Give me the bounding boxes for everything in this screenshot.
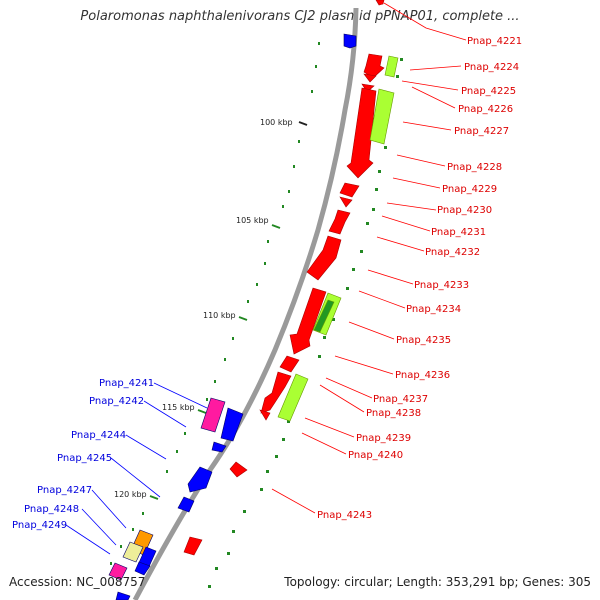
- gene-label[interactable]: Pnap_4237: [373, 394, 428, 405]
- left-gene-labels: Pnap_4241 Pnap_4242 Pnap_4244 Pnap_4245 …: [12, 378, 154, 531]
- right-gene-labels: Pnap_4221 Pnap_4224 Pnap_4225 Pnap_4226 …: [317, 36, 522, 521]
- gene-label[interactable]: Pnap_4239: [356, 433, 411, 444]
- gene-arrow-pnap-4241: [200, 397, 226, 433]
- gene-arrow-unlabeled: [183, 536, 203, 556]
- lime-feature-4227: [369, 88, 395, 145]
- gene-label[interactable]: Pnap_4244: [71, 430, 126, 441]
- gene-label[interactable]: Pnap_4232: [425, 247, 480, 258]
- map-title: Polaromonas naphthalenivorans CJ2 plasmi…: [80, 9, 520, 24]
- tick-label: 110 kbp: [203, 311, 236, 320]
- secondary-strand-features: [277, 55, 399, 422]
- tick-mark: [238, 316, 248, 321]
- gene-label[interactable]: Pnap_4249: [12, 520, 67, 531]
- tick-label: 105 kbp: [236, 216, 269, 225]
- gene-label[interactable]: Pnap_4230: [437, 205, 492, 216]
- gene-arrow-pnap-4229: [339, 196, 353, 208]
- gene-label[interactable]: Pnap_4233: [414, 280, 469, 291]
- tick-mark: [197, 409, 207, 414]
- gene-arrow-pnap-4232: [306, 235, 342, 281]
- gene-arrow-pnap-4226: [361, 83, 375, 93]
- gene-arrow-pnap-4242: [220, 407, 244, 442]
- gene-label[interactable]: Pnap_4247: [37, 485, 92, 496]
- reverse-strand-features: [108, 33, 357, 600]
- gene-arrow-pnap-4221: [375, 0, 385, 6]
- gene-arrow-pnap-4245: [177, 496, 195, 513]
- gene-label[interactable]: Pnap_4238: [366, 408, 421, 419]
- gene-label[interactable]: Pnap_4231: [431, 227, 486, 238]
- summary-text: Topology: circular; Length: 353,291 bp; …: [284, 575, 591, 589]
- gene-label[interactable]: Pnap_4226: [458, 104, 513, 115]
- gene-label[interactable]: Pnap_4229: [442, 184, 497, 195]
- accession-text: Accession: NC_008757: [9, 575, 146, 589]
- kbp-ticks: 100 kbp 105 kbp 110 kbp 115 kbp 120 kbp: [114, 118, 308, 500]
- right-leader-lines: [271, 2, 467, 514]
- gene-arrow-magenta-bottom: [108, 562, 128, 581]
- gene-label[interactable]: Pnap_4234: [406, 304, 461, 315]
- tick-label: 120 kbp: [114, 490, 147, 499]
- gene-arrow-pnap-4224: [363, 53, 385, 79]
- forward-strand-features: [183, 0, 385, 556]
- gc-track-inner: [110, 42, 320, 565]
- gene-arrow-blue-bottom: [115, 591, 131, 600]
- gene-label[interactable]: Pnap_4221: [467, 36, 522, 47]
- gene-label[interactable]: Pnap_4245: [57, 453, 112, 464]
- gene-arrow-pnap-4249b: [134, 561, 151, 576]
- gene-arrow-pnap-4240: [259, 409, 271, 421]
- gene-arrow-pnap-4238: [260, 371, 292, 414]
- gene-arrow-pnap-4244: [187, 466, 213, 493]
- gene-arrow-pnap-4248: [122, 541, 144, 563]
- green-feature-4235-inner: [313, 299, 335, 333]
- gene-label[interactable]: Pnap_4225: [461, 86, 516, 97]
- gene-arrow-pnap-4227: [346, 87, 377, 179]
- gene-arrow-pnap-4225: [363, 73, 377, 83]
- gene-label[interactable]: Pnap_4240: [348, 450, 403, 461]
- gene-arrow-pnap-4243: [229, 461, 248, 478]
- gene-label[interactable]: Pnap_4248: [24, 504, 79, 515]
- gene-label[interactable]: Pnap_4242: [89, 396, 144, 407]
- gene-arrow-pnap-4242b: [211, 441, 227, 453]
- lime-feature-4239: [277, 373, 309, 422]
- gene-arrow-top-blue: [343, 33, 357, 49]
- tick-mark: [149, 495, 159, 500]
- gene-label[interactable]: Pnap_4235: [396, 335, 451, 346]
- lime-feature-4224: [384, 55, 399, 78]
- tick-mark: [271, 224, 281, 229]
- gene-label[interactable]: Pnap_4243: [317, 510, 372, 521]
- gene-arrow-pnap-4230: [328, 209, 351, 235]
- gene-arrow-pnap-4234: [289, 287, 327, 355]
- gene-label[interactable]: Pnap_4227: [454, 126, 509, 137]
- gene-arrow-pnap-4236: [279, 355, 300, 373]
- gc-track-outer: [208, 58, 403, 588]
- left-leader-lines: [65, 382, 208, 555]
- gene-arrow-pnap-4228: [339, 182, 360, 198]
- tick-label: 115 kbp: [162, 403, 195, 412]
- gene-label[interactable]: Pnap_4228: [447, 162, 502, 173]
- tick-label: 100 kbp: [260, 118, 293, 127]
- gene-label[interactable]: Pnap_4241: [99, 378, 154, 389]
- gene-label[interactable]: Pnap_4224: [464, 62, 519, 73]
- gene-label[interactable]: Pnap_4236: [395, 370, 450, 381]
- tick-mark: [298, 121, 308, 126]
